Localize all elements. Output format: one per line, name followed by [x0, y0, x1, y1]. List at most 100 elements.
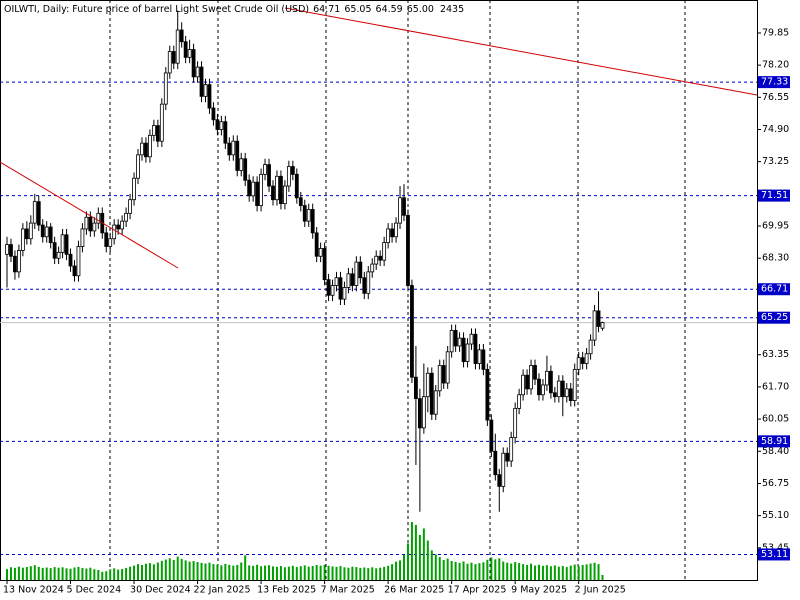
volume-bar — [33, 565, 36, 580]
candle-body — [421, 396, 426, 429]
candle-body — [568, 388, 573, 401]
volume-bar — [311, 566, 314, 580]
candle-body — [239, 158, 244, 171]
candle-body — [271, 185, 275, 201]
volume-bar — [113, 568, 116, 580]
candle-body — [235, 140, 240, 171]
volume-bar — [442, 559, 445, 580]
volume-bar — [61, 567, 64, 580]
volume-bar — [101, 571, 104, 580]
volume-bar — [224, 563, 227, 580]
x-tick-label: 5 Dec 2024 — [67, 585, 122, 596]
x-tick-label: 22 Jan 2025 — [194, 585, 251, 596]
candle-body — [398, 197, 402, 224]
volume-bar — [121, 568, 124, 580]
volume-bar — [395, 561, 398, 580]
x-tick-label: 7 Mar 2025 — [321, 585, 375, 596]
y-tick-label: 55.10 — [762, 510, 789, 521]
candle-body — [330, 285, 335, 296]
candle-body — [175, 29, 180, 64]
volume-bar — [379, 567, 382, 580]
volume-bar — [192, 561, 195, 580]
candle-body — [282, 185, 287, 205]
candle-body — [56, 251, 61, 259]
volume-bar — [474, 564, 477, 580]
candle-body — [533, 365, 537, 380]
level-label: 77.33 — [761, 77, 788, 88]
volume-bar — [228, 564, 231, 580]
candle-body — [342, 287, 347, 300]
candle-body — [572, 368, 577, 401]
ohlc-label: 65.05 — [344, 4, 371, 15]
x-tick-label: 26 Mar 2025 — [384, 585, 444, 596]
x-tick-label: 30 Dec 2024 — [130, 585, 191, 596]
candle-body — [219, 121, 224, 130]
candle-body — [314, 232, 319, 257]
level-label: 53.11 — [761, 549, 788, 560]
candle-body — [485, 368, 490, 421]
candle-body — [40, 224, 45, 238]
volume-bar — [279, 566, 282, 580]
candle-body — [414, 376, 418, 400]
candle-body — [84, 216, 89, 230]
volume-bar — [303, 565, 306, 580]
volume-bar — [204, 563, 207, 580]
candle-body — [60, 234, 65, 253]
volume-bar — [573, 564, 576, 580]
volume-bar — [125, 567, 128, 580]
volume-bar — [25, 567, 28, 580]
y-tick-label: 79.85 — [762, 27, 789, 38]
volume-bar — [45, 567, 48, 580]
volume-bar — [117, 569, 120, 580]
volume-bar — [240, 562, 243, 580]
volume-bar — [561, 566, 564, 580]
candle-body — [128, 199, 132, 214]
volume-bar — [105, 571, 108, 580]
candle-body — [48, 226, 53, 244]
volume-bar — [510, 563, 513, 580]
candle-body — [334, 277, 339, 286]
volume-bar — [140, 564, 143, 580]
candle-body — [195, 66, 200, 78]
candle-body — [132, 177, 136, 201]
volume-bar — [601, 574, 604, 580]
candle-body — [187, 49, 192, 58]
volume-bar — [454, 561, 457, 580]
candle-body — [32, 201, 37, 224]
y-tick-label: 53.45 — [762, 542, 789, 553]
candle-body — [386, 228, 391, 244]
volume-bar — [458, 562, 461, 580]
candle-body — [473, 333, 478, 364]
volume-bar — [268, 565, 271, 580]
x-tick-label: 2 Jun 2025 — [575, 585, 626, 596]
candle-body — [211, 107, 216, 121]
volume-bar — [196, 562, 199, 580]
volume-bar — [148, 563, 151, 580]
volume-bar — [73, 567, 76, 580]
volume-bar — [478, 563, 481, 580]
candle-body — [417, 398, 422, 429]
candle-body — [350, 273, 355, 286]
candle-body — [465, 343, 470, 362]
volume-bar — [144, 563, 147, 580]
volume-bar — [422, 528, 425, 580]
candle-body — [104, 232, 109, 247]
candle-body — [529, 365, 533, 390]
candle-body — [247, 179, 252, 197]
x-tick-label: 17 Apr 2025 — [448, 585, 507, 596]
volumes — [6, 522, 604, 580]
candle-body — [286, 166, 291, 187]
candle-body — [433, 390, 438, 415]
volume-bar — [549, 566, 552, 580]
volume-bar — [6, 569, 8, 580]
volume-bar — [85, 568, 88, 580]
x-tick-label: 13 Nov 2024 — [3, 585, 64, 596]
candle-body — [517, 394, 522, 409]
candle-body — [366, 271, 371, 294]
volume-bar — [49, 568, 52, 580]
candle-body — [493, 450, 498, 476]
volume-bar — [450, 561, 453, 580]
volume-bar — [69, 568, 72, 580]
candle-body — [354, 261, 359, 286]
volume-bar — [271, 566, 274, 580]
